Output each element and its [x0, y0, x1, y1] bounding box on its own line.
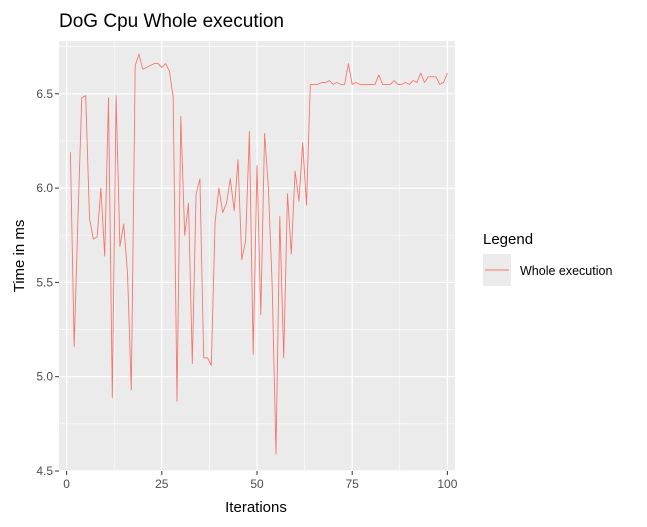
x-tick-label: 0	[63, 477, 70, 491]
x-axis: 0 25 50 75 100	[63, 471, 458, 491]
y-axis: 4.5 5.0 5.5 6.0 6.5	[36, 87, 59, 478]
x-tick-label: 75	[346, 477, 360, 491]
legend-label: Whole execution	[520, 264, 612, 278]
series-line	[69, 53, 448, 455]
legend: Legend Whole execution	[483, 231, 612, 286]
x-axis-title: Iterations	[225, 499, 287, 516]
legend-title: Legend	[483, 231, 533, 248]
y-axis-title: Time in ms	[11, 220, 28, 293]
y-tick-label: 4.5	[36, 464, 53, 478]
y-tick-label: 6.5	[36, 87, 53, 101]
plot-panel	[59, 41, 455, 472]
y-tick-label: 5.0	[36, 370, 53, 384]
y-tick-label: 5.5	[36, 275, 53, 289]
x-tick-label: 100	[437, 477, 457, 491]
x-tick-label: 50	[250, 477, 264, 491]
x-tick-label: 25	[155, 477, 169, 491]
y-tick-label: 6.0	[36, 181, 53, 195]
series-layer	[69, 53, 448, 455]
chart-title: DoG Cpu Whole execution	[59, 11, 284, 32]
